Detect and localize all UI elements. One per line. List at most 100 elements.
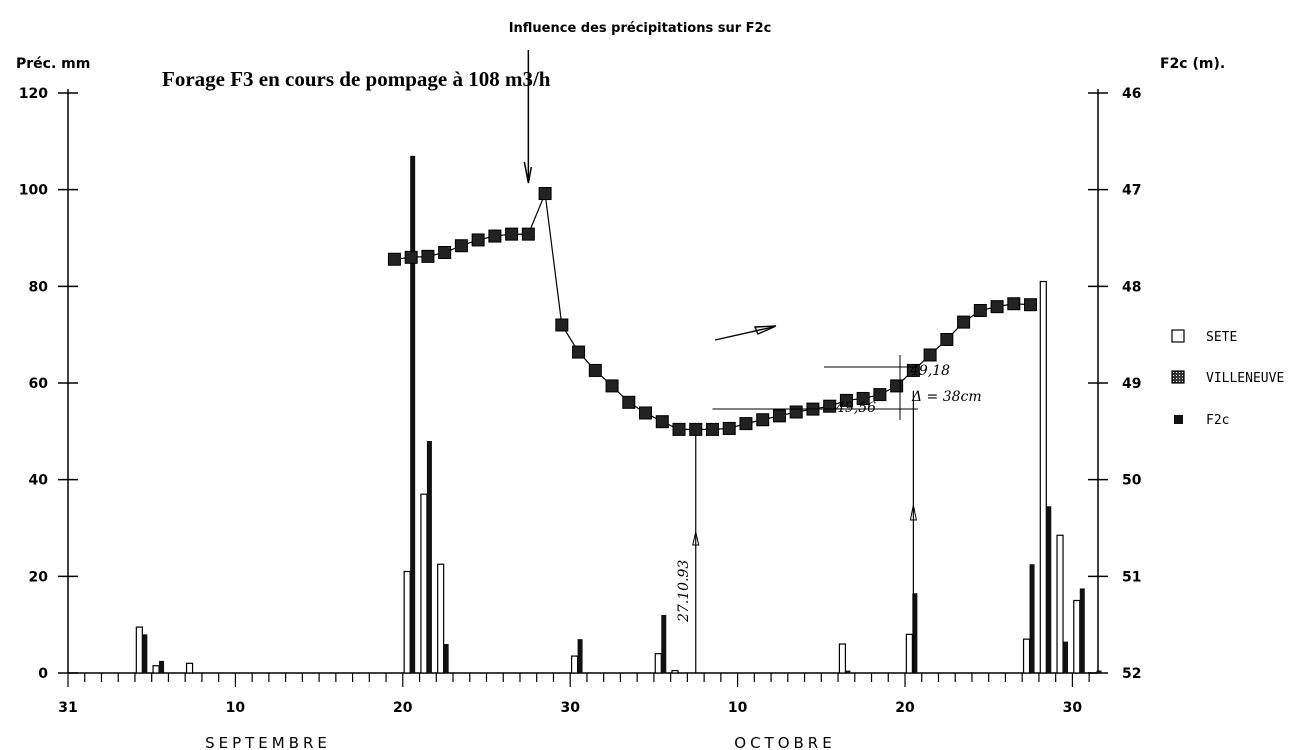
value-4956: 49,56 [835, 400, 876, 416]
bar-villeneuve [1096, 670, 1102, 673]
trend-arrow [714, 326, 774, 341]
x-tick-label: 20 [393, 700, 413, 716]
bar-sete [437, 563, 445, 674]
bar-sete [403, 570, 411, 674]
right-axis-ticks: 52 51 50 49 48 47 46 [1088, 86, 1142, 682]
bar-villeneuve [1063, 641, 1069, 673]
legend: SETE VILLENEUVE F2c [1171, 329, 1284, 428]
f2c-marker [973, 304, 987, 317]
bar-villeneuve [912, 593, 918, 673]
f2c-marker [505, 227, 519, 241]
f2c-marker [890, 379, 904, 393]
right-axis-label: F2c (m). [1160, 56, 1225, 72]
f2c-marker [789, 405, 803, 419]
f2c-marker [488, 229, 502, 243]
bar-villeneuve [845, 670, 851, 673]
f2c-marker [923, 348, 937, 362]
bar-villeneuve [577, 639, 583, 673]
left-tick-label: 80 [29, 279, 49, 295]
x-tick-label: 31 [58, 700, 77, 716]
left-tick-label: 40 [29, 473, 49, 489]
f2c-marker [823, 399, 837, 413]
bar-sete [420, 493, 428, 674]
f2c-marker [605, 379, 619, 393]
f2c-marker [856, 391, 870, 405]
right-tick-label: 50 [1122, 473, 1142, 489]
right-tick-label: 49 [1122, 376, 1141, 392]
bar-villeneuve [661, 615, 667, 673]
left-tick-label: 20 [29, 569, 49, 585]
f2c-marker [572, 345, 586, 359]
bar-villeneuve [1046, 506, 1052, 673]
f2c-marker [387, 252, 401, 266]
delta-label: Δ = 38cm [911, 389, 982, 405]
f2c-marker [521, 227, 535, 241]
f2c-marker [421, 249, 435, 263]
month-label-octobre: OCTOBRE [734, 734, 835, 750]
f2c-marker [622, 395, 636, 409]
right-tick-label: 47 [1122, 183, 1141, 199]
bar-villeneuve [142, 634, 148, 673]
f2c-marker [655, 415, 669, 429]
f2c-marker [588, 363, 602, 377]
right-tick-label: 51 [1122, 569, 1141, 585]
legend-swatch-sete [1171, 329, 1185, 343]
bar-sete [1073, 599, 1081, 674]
bar-villeneuve [1029, 564, 1035, 673]
bar-villeneuve [426, 441, 432, 673]
f2c-marker [873, 388, 887, 402]
pumping-arrow-head [523, 161, 533, 184]
axes [67, 89, 1099, 674]
bar-sete [671, 669, 679, 674]
f2c-marker [940, 333, 954, 346]
bar-sete [135, 626, 143, 674]
left-tick-label: 60 [29, 376, 49, 392]
pumping-annotation: Forage F3 en cours de pompage à 108 m3/h [162, 67, 551, 91]
left-axis-label: Préc. mm [16, 56, 90, 72]
bar-villeneuve [443, 644, 449, 673]
right-tick-label: 46 [1122, 86, 1141, 102]
bar-sete [1039, 280, 1047, 674]
f2c-marker [739, 417, 753, 431]
f2c-marker [957, 315, 971, 329]
f2c-marker [1007, 297, 1021, 311]
left-axis-ticks: 0 20 40 60 80 100 120 [19, 86, 78, 682]
f2c-marker [672, 422, 686, 436]
date-annotation: 27.10.93 [676, 560, 692, 623]
chart-title: Influence des précipitations sur F2c [509, 21, 772, 36]
f2c-marker [555, 318, 569, 332]
legend-label-sete: SETE [1206, 330, 1237, 345]
right-tick-label: 48 [1122, 279, 1141, 295]
value-4918: 49,18 [909, 363, 950, 379]
left-tick-label: 100 [19, 183, 48, 199]
f2c-level-line [387, 187, 1038, 436]
f2c-marker [990, 300, 1004, 314]
trend-arrow-head [753, 325, 777, 335]
f2c-marker [689, 422, 703, 436]
legend-label-villeneuve: VILLENEUVE [1206, 371, 1284, 386]
bar-villeneuve [159, 660, 165, 673]
f2c-marker [438, 246, 452, 259]
x-tick-label: 20 [895, 700, 915, 716]
f2c-marker [454, 239, 468, 253]
x-tick-label: 30 [1063, 700, 1083, 716]
x-tick-label: 10 [728, 700, 748, 716]
bar-villeneuve [1079, 588, 1085, 673]
f2c-marker [839, 393, 853, 407]
bar-sete [838, 643, 847, 674]
bar-sete [905, 633, 913, 674]
f2c-marker [705, 422, 719, 436]
left-tick-label: 120 [19, 86, 48, 102]
right-tick-label: 52 [1122, 666, 1141, 682]
x-axis-ticks: 31 10 20 30 10 20 30 [58, 673, 1090, 716]
bar-sete [1056, 534, 1064, 674]
left-tick-label: 0 [38, 666, 48, 682]
legend-label-f2c: F2c [1206, 413, 1229, 428]
x-tick-label: 30 [560, 700, 580, 716]
f2c-marker [722, 421, 736, 435]
f2c-marker [1024, 298, 1038, 312]
bar-sete [570, 655, 579, 674]
x-tick-label: 10 [226, 700, 246, 716]
bar-sete [1022, 638, 1031, 674]
